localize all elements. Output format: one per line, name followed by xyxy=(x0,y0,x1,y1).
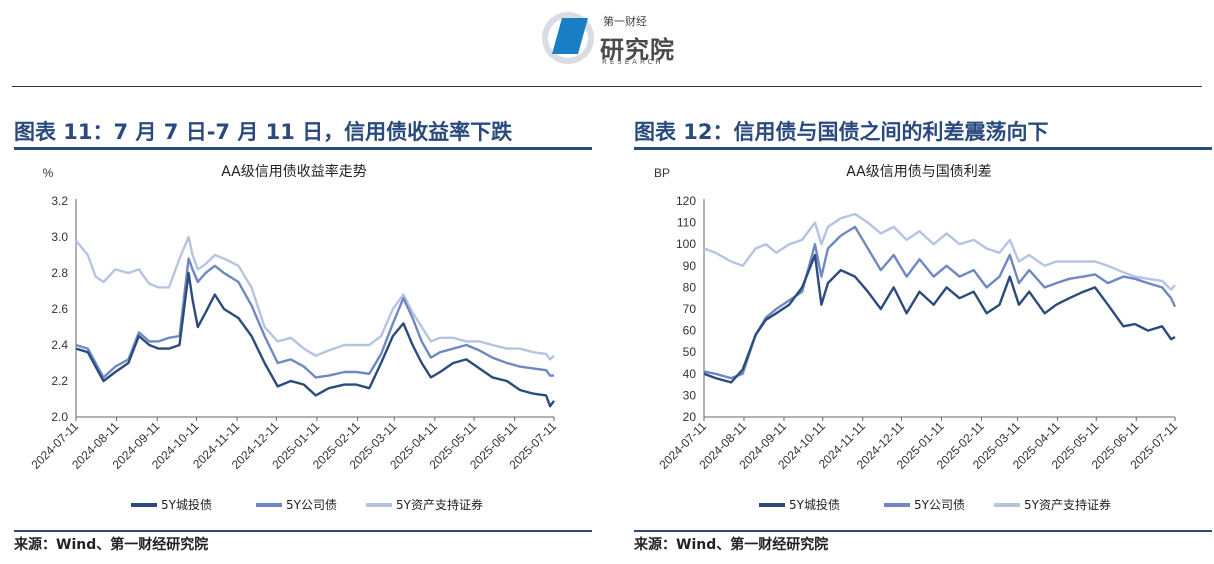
legend-label: 5Y公司债 xyxy=(286,498,337,512)
y-tick-label: 30 xyxy=(683,388,697,402)
logo-main-text: 研究院 xyxy=(600,36,675,64)
y-tick-label: 40 xyxy=(683,367,697,381)
chart-title: AA级信用债与国债利差 xyxy=(846,164,992,180)
legend-label: 5Y公司债 xyxy=(914,498,965,512)
y-tick-label: 2.4 xyxy=(51,338,68,352)
y-axis-unit: % xyxy=(43,166,54,180)
source-note: 来源：Wind、第一财经研究院 xyxy=(14,537,209,553)
y-tick-label: 70 xyxy=(683,302,697,316)
chart-title: AA级信用债收益率走势 xyxy=(221,163,367,180)
source-note: 来源：Wind、第一财经研究院 xyxy=(634,537,829,553)
series-line-2 xyxy=(75,257,554,379)
legend-label: 5Y城投债 xyxy=(789,497,840,512)
logo-sub-text: RESEARCH xyxy=(602,58,664,66)
figure-panel-11: 图表 11：7 月 7 日-7 月 11 日，信用债收益率下跌 AA级信用债收益… xyxy=(14,112,594,553)
series-line-1 xyxy=(703,253,1176,384)
source-rule xyxy=(634,530,1212,532)
series-line-3 xyxy=(703,212,1176,291)
y-tick-label: 2.2 xyxy=(51,374,68,388)
y-tick-label: 80 xyxy=(683,280,697,294)
y-tick-label: 2.8 xyxy=(51,266,68,280)
logo-top-text: 第一财经 xyxy=(603,15,647,28)
source-rule xyxy=(14,530,592,532)
logo-icon xyxy=(542,12,594,64)
figure-title-rule xyxy=(14,147,592,150)
y-tick-label: 120 xyxy=(676,194,696,208)
series-line-2 xyxy=(703,225,1177,380)
legend-label: 5Y资产支持证券 xyxy=(396,497,483,512)
figure-panel-12: 图表 12：信用债与国债之间的利差震荡向下 AA级信用债与国债利差 BP 20 30 4… xyxy=(634,112,1214,553)
y-tick-label: 3.2 xyxy=(51,194,68,208)
y-tick-label: 2.0 xyxy=(51,410,68,424)
y-tick-label: 50 xyxy=(683,345,697,359)
y-tick-label: 3.0 xyxy=(51,230,68,244)
legend-label: 5Y资产支持证券 xyxy=(1024,497,1111,512)
y-tick-label: 20 xyxy=(683,410,697,424)
legend-label: 5Y城投债 xyxy=(161,497,212,512)
y-tick-label: 2.6 xyxy=(51,302,68,316)
chart-spread: AA级信用债与国债利差BP203040506070809010011012020… xyxy=(654,164,1180,512)
y-tick-label: 110 xyxy=(677,216,696,230)
series-line-1 xyxy=(75,271,555,408)
series-line-3 xyxy=(75,235,555,361)
y-tick-label: 100 xyxy=(676,237,696,251)
y-tick-label: 90 xyxy=(683,259,697,273)
y-tick-label: 60 xyxy=(683,324,697,338)
chart-yield: AA级信用债收益率走势%2.02.22.42.62.83.03.22024-07… xyxy=(28,163,559,512)
figure-title: 图表 12：信用债与国债之间的利差震荡向下 xyxy=(634,120,1049,144)
figure-title: 图表 11：7 月 7 日-7 月 11 日，信用债收益率下跌 xyxy=(14,120,513,144)
figure-title-rule xyxy=(634,147,1212,150)
y-axis-unit: BP xyxy=(654,166,670,180)
header-divider xyxy=(12,86,1202,87)
